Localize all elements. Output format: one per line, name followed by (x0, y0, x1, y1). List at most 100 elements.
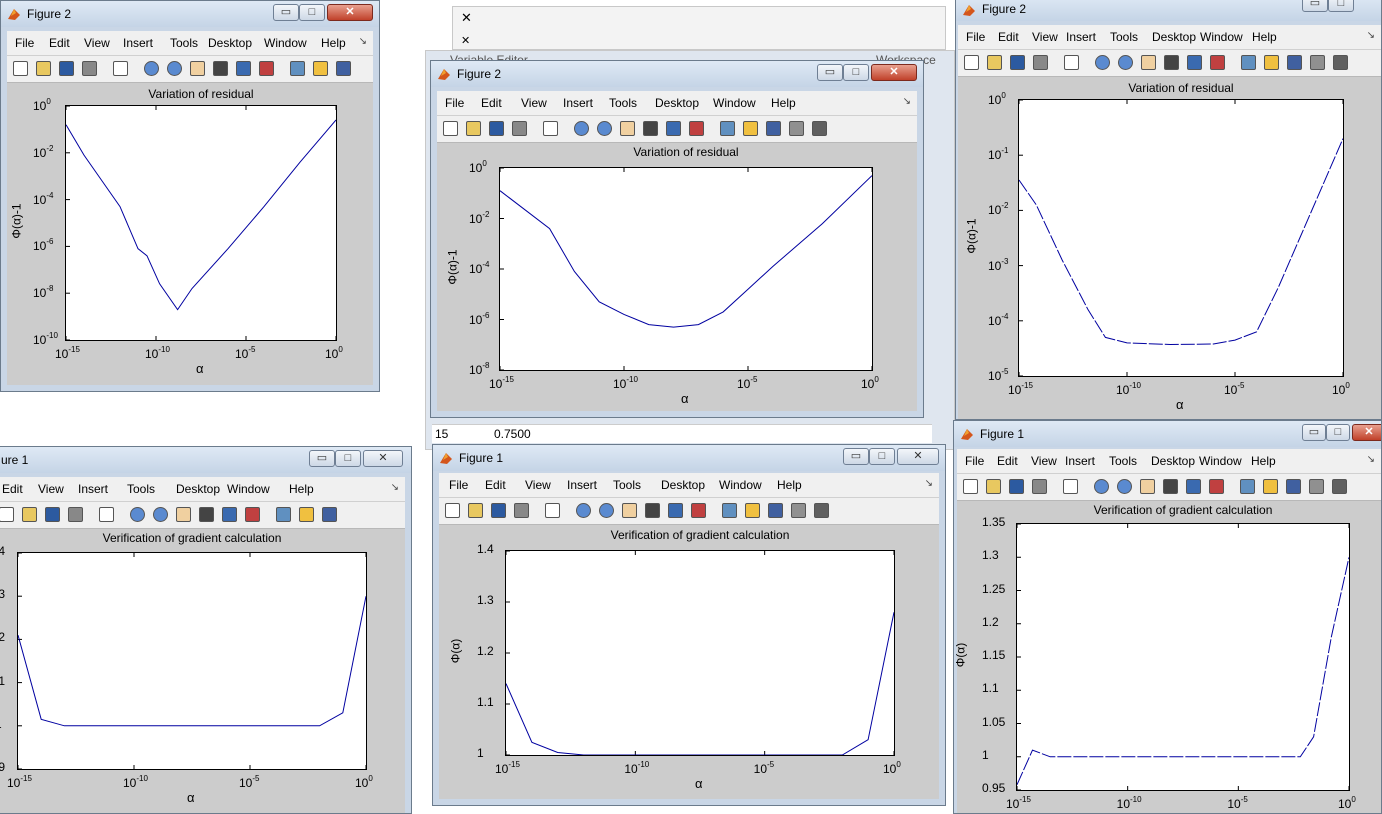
pointer-icon[interactable] (99, 507, 114, 522)
pan-icon[interactable] (1140, 479, 1155, 494)
minimize-button[interactable]: ▭ (817, 64, 843, 81)
open-icon[interactable] (36, 61, 51, 76)
hide-tools-icon[interactable] (789, 121, 804, 136)
maximize-button[interactable]: □ (1328, 0, 1354, 12)
menu-desktop[interactable]: Desktop (655, 96, 700, 110)
menu-tools[interactable]: Tools (1109, 454, 1138, 468)
brush-icon[interactable] (259, 61, 274, 76)
save-icon[interactable] (59, 61, 74, 76)
menu-insert[interactable]: Insert (563, 96, 594, 110)
pan-icon[interactable] (176, 507, 191, 522)
menu-file[interactable]: File (966, 30, 986, 44)
menu-view[interactable]: View (525, 478, 551, 492)
menu-edit[interactable]: Edit (997, 454, 1018, 468)
legend-icon[interactable] (768, 503, 783, 518)
plot-axes[interactable] (1016, 523, 1350, 791)
open-icon[interactable] (468, 503, 483, 518)
rotate-icon[interactable] (1163, 479, 1178, 494)
title-bar[interactable]: Figure 1 ▭ □ ✕ (433, 445, 945, 471)
link-icon[interactable] (290, 61, 305, 76)
data-cursor-icon[interactable] (236, 61, 251, 76)
zoom-in-icon[interactable] (1095, 55, 1110, 70)
colorbar-icon[interactable] (1263, 479, 1278, 494)
brush-icon[interactable] (1210, 55, 1225, 70)
pan-icon[interactable] (620, 121, 635, 136)
close-icon[interactable]: ✕ (461, 10, 472, 25)
rotate-icon[interactable] (645, 503, 660, 518)
maximize-button[interactable]: □ (869, 448, 895, 465)
rotate-icon[interactable] (1164, 55, 1179, 70)
show-tools-icon[interactable] (1333, 55, 1348, 70)
menu-desktop[interactable]: Desktop (208, 36, 253, 50)
colorbar-icon[interactable] (313, 61, 328, 76)
pan-icon[interactable] (622, 503, 637, 518)
save-icon[interactable] (491, 503, 506, 518)
show-tools-icon[interactable] (814, 503, 829, 518)
maximize-button[interactable]: □ (335, 450, 361, 467)
new-figure-icon[interactable] (445, 503, 460, 518)
menu-window[interactable]: Window (713, 96, 756, 110)
legend-icon[interactable] (766, 121, 781, 136)
open-icon[interactable] (22, 507, 37, 522)
menu-edit[interactable]: Edit (481, 96, 502, 110)
zoom-in-icon[interactable] (574, 121, 589, 136)
menu-edit[interactable]: Edit (998, 30, 1019, 44)
plot-axes[interactable] (65, 105, 337, 341)
close-icon[interactable]: ✕ (461, 35, 471, 47)
menu-insert[interactable]: Insert (1066, 30, 1097, 44)
menu-desktop[interactable]: Desktop (1151, 454, 1196, 468)
link-icon[interactable] (276, 507, 291, 522)
minimize-button[interactable]: ▭ (273, 4, 299, 21)
close-button[interactable]: ✕ (871, 64, 917, 81)
data-cursor-icon[interactable] (668, 503, 683, 518)
chevron-icon[interactable]: ↘ (902, 96, 911, 107)
menu-file[interactable]: File (449, 478, 469, 492)
colorbar-icon[interactable] (1264, 55, 1279, 70)
plot-axes[interactable] (505, 550, 895, 756)
save-icon[interactable] (45, 507, 60, 522)
zoom-in-icon[interactable] (576, 503, 591, 518)
menu-tools[interactable]: Tools (170, 36, 199, 50)
print-icon[interactable] (1033, 55, 1048, 70)
pointer-icon[interactable] (1063, 479, 1078, 494)
new-figure-icon[interactable] (443, 121, 458, 136)
zoom-out-icon[interactable] (1118, 55, 1133, 70)
menu-window[interactable]: Window (719, 478, 762, 492)
legend-icon[interactable] (322, 507, 337, 522)
legend-icon[interactable] (1286, 479, 1301, 494)
menu-view[interactable]: View (1032, 30, 1058, 44)
pointer-icon[interactable] (113, 61, 128, 76)
link-icon[interactable] (720, 121, 735, 136)
hide-tools-icon[interactable] (1310, 55, 1325, 70)
menu-view[interactable]: View (38, 482, 64, 496)
menu-tools[interactable]: Tools (1110, 30, 1139, 44)
menu-insert[interactable]: Insert (567, 478, 598, 492)
close-button[interactable]: ✕ (327, 4, 373, 21)
rotate-icon[interactable] (213, 61, 228, 76)
data-cursor-icon[interactable] (1187, 55, 1202, 70)
minimize-button[interactable]: ▭ (1302, 0, 1328, 12)
plot-axes[interactable] (1018, 99, 1344, 377)
menu-help[interactable]: Help (1251, 454, 1276, 468)
menu-window[interactable]: Window (227, 482, 270, 496)
menu-help[interactable]: Help (777, 478, 802, 492)
zoom-out-icon[interactable] (597, 121, 612, 136)
menu-window[interactable]: Window (1199, 454, 1242, 468)
rotate-icon[interactable] (199, 507, 214, 522)
menu-tools[interactable]: Tools (127, 482, 156, 496)
open-icon[interactable] (986, 479, 1001, 494)
chevron-icon[interactable]: ↘ (1366, 30, 1375, 41)
link-icon[interactable] (722, 503, 737, 518)
maximize-button[interactable]: □ (1326, 424, 1350, 441)
print-icon[interactable] (514, 503, 529, 518)
legend-icon[interactable] (336, 61, 351, 76)
open-icon[interactable] (466, 121, 481, 136)
data-cursor-icon[interactable] (1186, 479, 1201, 494)
menu-window[interactable]: Window (264, 36, 307, 50)
new-figure-icon[interactable] (963, 479, 978, 494)
chevron-icon[interactable]: ↘ (1366, 454, 1375, 465)
zoom-out-icon[interactable] (1117, 479, 1132, 494)
legend-icon[interactable] (1287, 55, 1302, 70)
menu-insert[interactable]: Insert (78, 482, 109, 496)
menu-view[interactable]: View (1031, 454, 1057, 468)
